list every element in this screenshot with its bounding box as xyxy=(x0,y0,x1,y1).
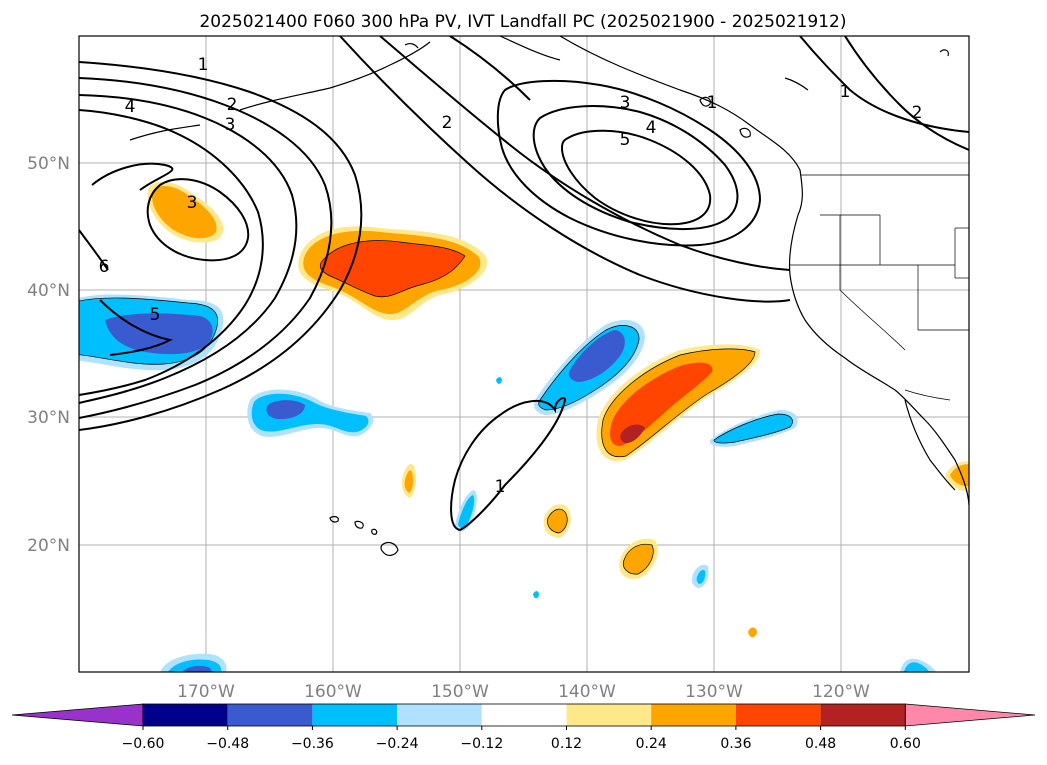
pv-contour-2b-east xyxy=(449,36,531,101)
pv-contour-3-east xyxy=(496,79,762,247)
pv-contour-2-east xyxy=(379,36,791,271)
lon-label: 130°W xyxy=(685,682,743,702)
contour-label: 1 xyxy=(198,55,209,75)
contour-label: 4 xyxy=(125,97,136,117)
pv-contour-1-east xyxy=(339,36,791,303)
contour-label: 5 xyxy=(620,130,631,150)
contour-label: 2 xyxy=(912,103,923,123)
pv-contour-4-east xyxy=(532,105,739,231)
lat-label: 40°N xyxy=(27,281,70,301)
colorbar-segment xyxy=(820,704,906,726)
pv-contour-2-west xyxy=(79,77,333,419)
colorbar-tick-label: −0.12 xyxy=(460,736,503,752)
ivt-contour-outlines xyxy=(79,240,793,575)
baja-california xyxy=(904,399,956,491)
colorbar xyxy=(11,703,1036,727)
pv-contour-1-far-east xyxy=(799,36,969,133)
plot-title: 2025021400 F060 300 hPa PV, IVT Landfall… xyxy=(199,12,846,32)
pv-contour-2-far-east xyxy=(844,36,969,151)
coastlines xyxy=(129,36,969,556)
colorbar-tick-label: 0.36 xyxy=(720,736,751,752)
colorbar-tick-label: 0.12 xyxy=(551,736,582,752)
contour-label: 2 xyxy=(442,113,453,133)
pv-contour-3-west xyxy=(79,94,298,404)
colorbar-segment xyxy=(143,704,228,726)
lon-label: 160°W xyxy=(304,682,362,702)
contour-label: 5 xyxy=(150,305,161,325)
pv-contours xyxy=(79,36,969,532)
pv-contour-6-west xyxy=(79,229,109,271)
contour-label: 2 xyxy=(227,95,238,115)
pv-contour-5-east xyxy=(560,129,712,226)
lat-label: 30°N xyxy=(27,408,70,428)
contour-label: 4 xyxy=(646,118,657,138)
colorbar-tick-label: −0.60 xyxy=(122,736,165,752)
contour-label: 3 xyxy=(225,115,236,135)
colorbar-tick-label: −0.48 xyxy=(206,736,249,752)
lat-label: 20°N xyxy=(27,536,70,556)
colorbar-segment xyxy=(227,704,313,726)
lon-label: 150°W xyxy=(431,682,489,702)
pv-contour-4-inner xyxy=(91,162,174,191)
map-frame xyxy=(78,35,970,673)
contour-label: 1 xyxy=(495,477,506,497)
pv-contour-4-west xyxy=(79,109,264,396)
colorbar-segment xyxy=(566,704,652,726)
map-background xyxy=(79,36,969,672)
colorbar-tick-labels: −0.60 −0.48 −0.36 −0.24 −0.12 0.12 0.24 0.36 0.4… xyxy=(122,726,921,752)
colorbar-tick-label: 0.48 xyxy=(805,736,836,752)
colorbar-segment xyxy=(397,704,482,726)
longitude-labels: 170°W 160°W 150°W 140°W 130°W 120°W xyxy=(177,682,870,702)
colorbar-outline xyxy=(142,703,906,727)
contour-label: 3 xyxy=(187,193,198,213)
hawaii-islands xyxy=(329,515,339,523)
contour-label: 1 xyxy=(707,93,718,113)
colorbar-extend-min xyxy=(11,703,144,727)
colorbar-tick-label: −0.36 xyxy=(291,736,334,752)
lon-label: 120°W xyxy=(812,682,870,702)
gridlines xyxy=(79,36,969,672)
lon-label: 140°W xyxy=(558,682,616,702)
pv-contour-3-ring xyxy=(146,178,250,262)
contour-label: 6 xyxy=(99,257,110,277)
contour-label: 1 xyxy=(840,82,851,102)
lat-label: 50°N xyxy=(27,154,70,174)
pv-contour-5-west xyxy=(99,299,173,356)
contour-label: 3 xyxy=(620,93,631,113)
colorbar-extend-max xyxy=(904,703,1036,727)
colorbar-segment xyxy=(481,704,567,726)
contour-labels: 1 2 3 4 5 6 1 2 3 4 5 1 2 1 5 3 xyxy=(99,55,923,497)
pv-contour-1-west xyxy=(79,61,363,431)
lon-label: 170°W xyxy=(177,682,235,702)
north-america-coast xyxy=(559,36,969,506)
colorbar-tick-label: −0.24 xyxy=(376,736,419,752)
colorbar-tick-label: 0.60 xyxy=(890,736,921,752)
colorbar-segment xyxy=(735,704,821,726)
pv-contour-1-subtropical xyxy=(450,397,567,532)
latitude-labels: 50°N 40°N 30°N 20°N xyxy=(27,154,70,556)
colorbar-segment xyxy=(312,704,398,726)
ivt-positive-shading xyxy=(147,182,969,638)
colorbar-tick-label: 0.24 xyxy=(636,736,667,752)
political-borders xyxy=(790,174,969,401)
aleutian-islands xyxy=(239,41,431,111)
colorbar-segment xyxy=(651,704,736,726)
